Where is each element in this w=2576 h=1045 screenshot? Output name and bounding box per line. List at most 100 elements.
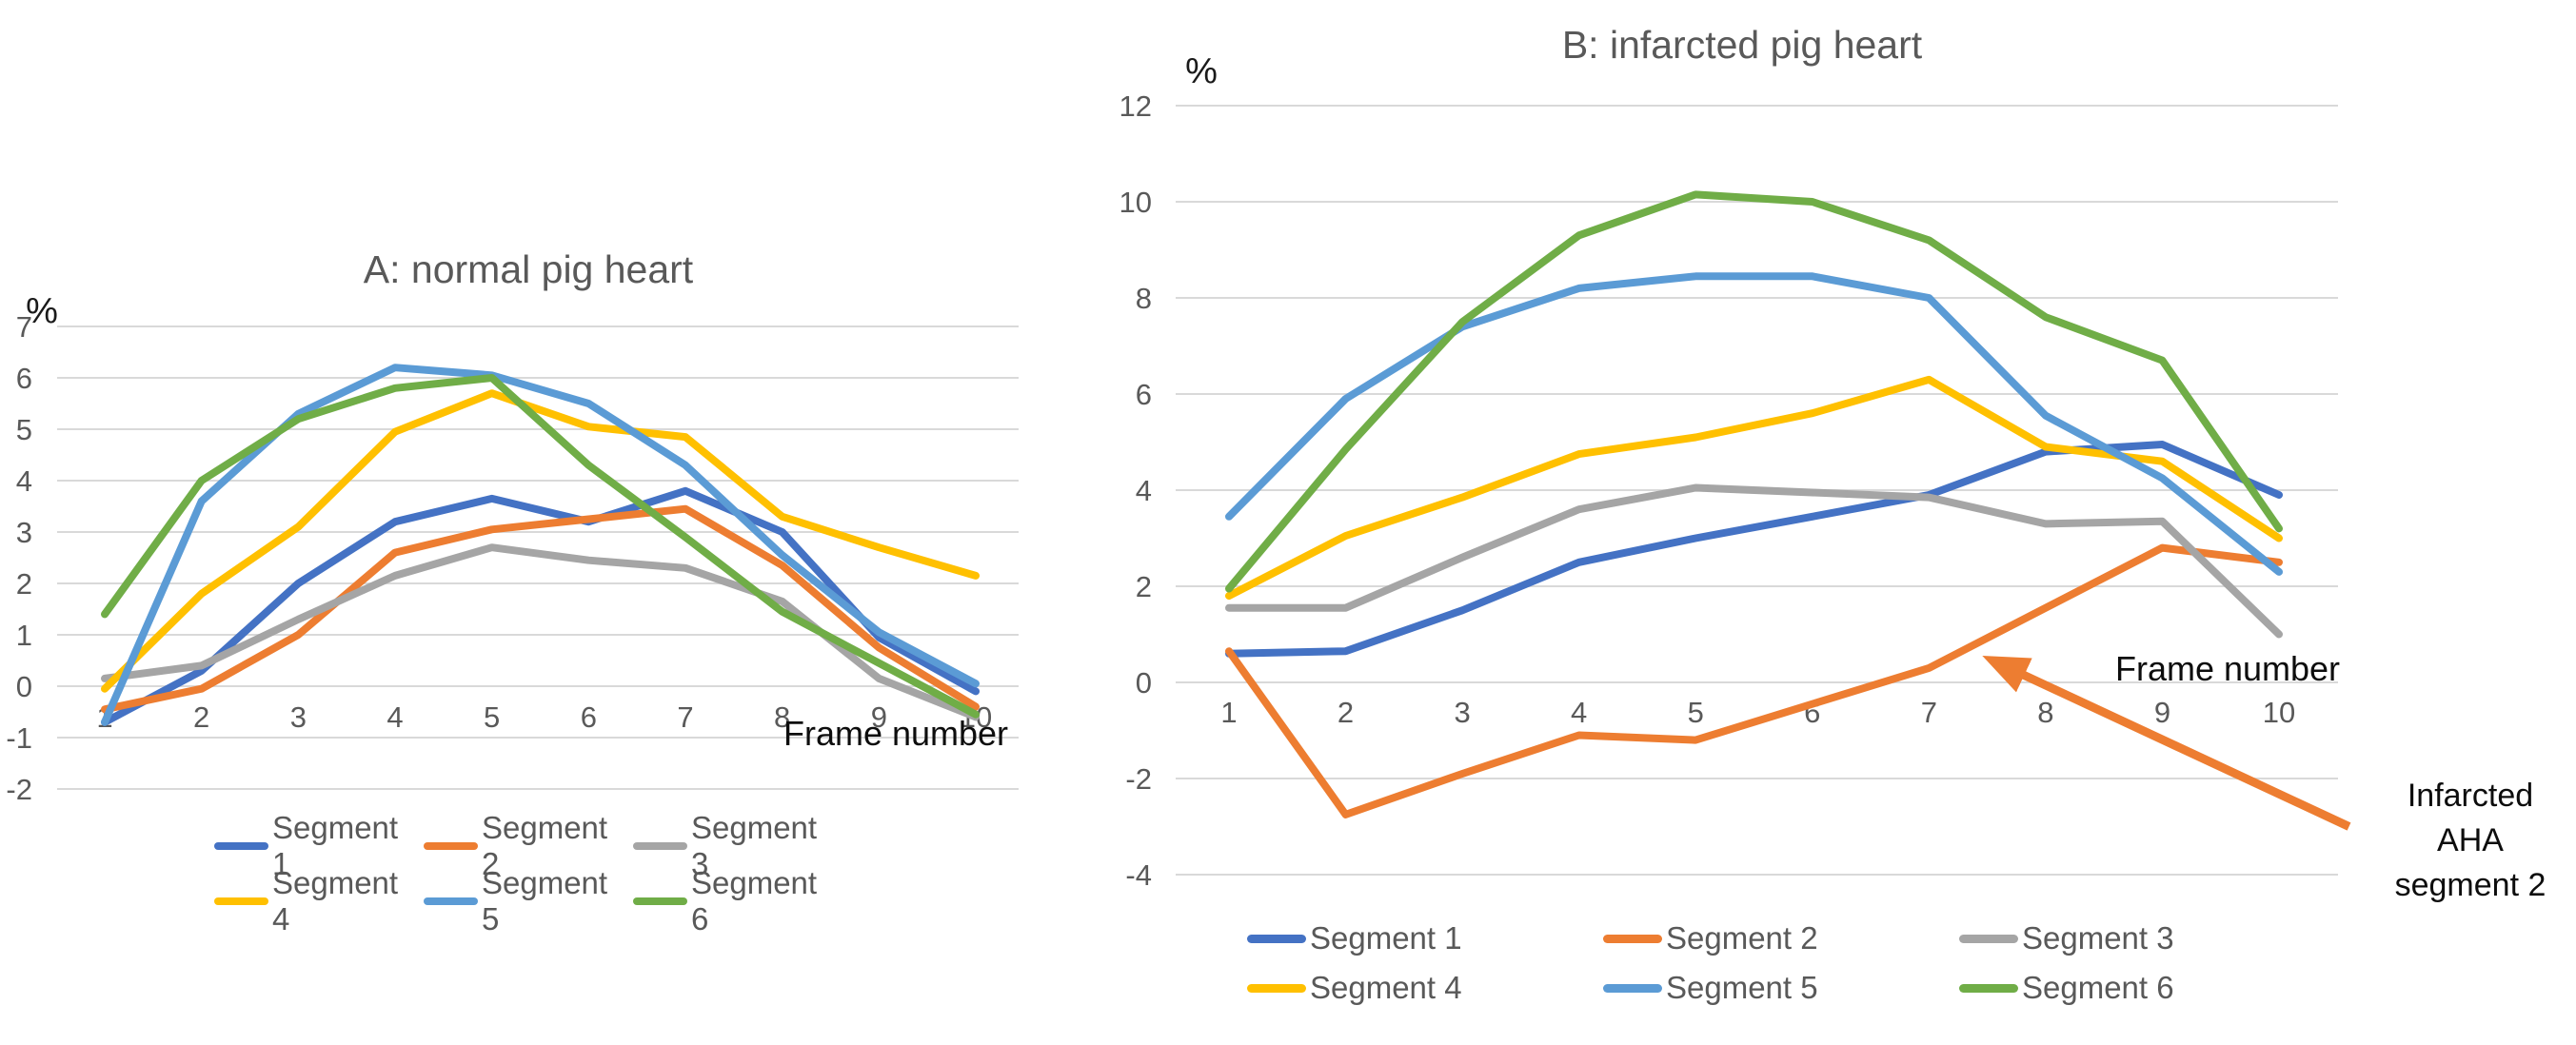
chart-b-series-segment-5 (1225, 272, 2283, 576)
chart-a-x-tick-3: 3 (290, 700, 307, 734)
chart-b-legend: Segment 1 Segment 2 Segment 3 Segment 4 Segm… (1247, 914, 2315, 1013)
legend-label: Segment 2 (1666, 920, 1818, 956)
chart-a-y-axis-unit-label: % (26, 291, 58, 331)
legend-label: Segment 2 (482, 810, 608, 881)
chart-b-x-tick-8: 8 (2037, 696, 2053, 729)
legend-label: Segment 3 (2022, 920, 2174, 956)
legend-line-swatch (424, 842, 478, 850)
legend-label: Segment 1 (272, 810, 399, 881)
chart-a-series-segment-6 (101, 374, 980, 719)
chart-a-legend-row-1: Segment 1 Segment 2 Segment 3 (214, 810, 842, 881)
chart-b-x-tick-1: 1 (1220, 696, 1237, 729)
chart-a-x-tick-6: 6 (581, 700, 597, 734)
chart-a-title: A: normal pig heart (363, 247, 694, 291)
chart-a-y-tick-4: 4 (16, 464, 32, 498)
legend-line-swatch (1959, 934, 2018, 943)
chart-b-annotation-arrow (1982, 655, 2351, 831)
chart-b-series-segment-6 (1225, 190, 2283, 593)
legend-line-swatch (1603, 934, 1662, 943)
chart-a-x-tick-8: 8 (774, 700, 790, 734)
chart-b-x-tick-9: 9 (2154, 696, 2170, 729)
legend-label: Segment 5 (1666, 970, 1818, 1005)
chart-a-x-tick-2: 2 (193, 700, 209, 734)
annotation-line-2: AHA (2437, 822, 2504, 858)
infarcted-segment-annotation: Infarcted AHA segment 2 (2395, 774, 2546, 908)
chart-b-legend-item-segment-3: Segment 3 (1959, 920, 2315, 956)
legend-label: Segment 4 (1310, 970, 1462, 1005)
legend-line-swatch (424, 897, 478, 905)
chart-a-x-tick-5: 5 (484, 700, 500, 734)
annotation-line-3: segment 2 (2394, 867, 2546, 903)
chart-b-y-tick-10: 10 (1120, 186, 1152, 219)
legend-label: Segment 1 (1310, 920, 1462, 956)
chart-b-x-tick-7: 7 (1921, 696, 1937, 729)
chart-b-y-tick-6: 6 (1136, 378, 1152, 411)
chart-b-x-tick-5: 5 (1688, 696, 1704, 729)
chart-a-y-tick-7: 7 (16, 310, 32, 344)
legend-line-swatch (633, 897, 687, 905)
chart-a-series-segment-4 (101, 389, 980, 693)
annotation-line-1: Infarcted (2407, 778, 2534, 814)
chart-a-legend: Segment 1 Segment 2 Segment 3 Segment 4 Segm… (214, 810, 842, 937)
chart-b-legend-item-segment-2: Segment 2 (1603, 920, 1959, 956)
chart-a-legend-row-2: Segment 4 Segment 5 Segment 6 (214, 865, 842, 937)
chart-b-x-tick-4: 4 (1571, 696, 1587, 729)
legend-label: Segment 3 (691, 810, 818, 881)
chart-a-legend-item-segment-4: Segment 4 (214, 865, 424, 937)
legend-line-swatch (633, 842, 687, 850)
chart-b-series-segment-4 (1225, 375, 2283, 601)
chart-a-y-tick--1: -1 (6, 721, 32, 755)
chart-b-x-tick-10: 10 (2263, 696, 2295, 729)
chart-a-y-tick-3: 3 (16, 516, 32, 549)
legend-line-swatch (1247, 983, 1306, 993)
chart-a-legend-item-segment-6: Segment 6 (633, 865, 842, 937)
chart-b-x-tick-2: 2 (1338, 696, 1354, 729)
legend-label: Segment 6 (2022, 970, 2174, 1005)
chart-a-y-tick-2: 2 (16, 567, 32, 601)
chart-b-series-segment-3 (1225, 483, 2283, 639)
chart-a-series-segment-5 (101, 364, 980, 726)
legend-label: Segment 4 (272, 865, 399, 937)
chart-b-y-tick--2: -2 (1125, 762, 1152, 796)
chart-b-x-axis-title: Frame number (2114, 649, 2341, 688)
chart-b-y-tick-4: 4 (1136, 474, 1152, 507)
chart-b-y-tick-0: 0 (1136, 666, 1152, 700)
chart-a-legend-item-segment-2: Segment 2 (424, 810, 633, 882)
chart-a-legend-item-segment-3: Segment 3 (633, 810, 842, 882)
chart-b-y-tick-2: 2 (1136, 570, 1152, 603)
chart-b-y-tick-12: 12 (1120, 89, 1152, 123)
chart-a-y-tick-1: 1 (16, 619, 32, 652)
chart-b-legend-item-segment-6: Segment 6 (1959, 970, 2315, 1006)
legend-line-swatch (1603, 983, 1662, 993)
chart-a-legend-item-segment-1: Segment 1 (214, 810, 424, 882)
chart-b-series-segment-1 (1225, 441, 2283, 658)
legend-line-swatch (1247, 934, 1306, 943)
chart-a-y-tick-0: 0 (16, 670, 32, 703)
chart-a-y-tick-6: 6 (16, 362, 32, 395)
chart-a-series-segment-2 (101, 504, 980, 714)
chart-b-y-tick--4: -4 (1125, 858, 1152, 892)
chart-a-x-tick-4: 4 (386, 700, 403, 734)
chart-b-y-axis-unit-label: % (1185, 51, 1218, 91)
chart-b-y-tick-8: 8 (1136, 282, 1152, 315)
chart-b-legend-item-segment-5: Segment 5 (1603, 970, 1959, 1006)
chart-a-y-tick--2: -2 (6, 773, 32, 806)
chart-a-y-tick-5: 5 (16, 413, 32, 446)
chart-b-x-tick-3: 3 (1454, 696, 1470, 729)
legend-line-swatch (1959, 983, 2018, 993)
chart-a-x-axis-title: Frame number (783, 714, 1009, 753)
legend-line-swatch (214, 842, 268, 850)
chart-b-title: B: infarcted pig heart (1561, 23, 1923, 67)
legend-line-swatch (214, 897, 268, 905)
chart-a-series-segment-1 (101, 486, 980, 726)
chart-b-legend-row-2: Segment 4 Segment 5 Segment 6 (1247, 963, 2315, 1013)
legend-label: Segment 5 (482, 865, 608, 937)
chart-b-legend-row-1: Segment 1 Segment 2 Segment 3 (1247, 914, 2315, 963)
chart-b-series-segment-2 (1225, 543, 2283, 818)
chart-b-legend-item-segment-4: Segment 4 (1247, 970, 1603, 1006)
chart-b-legend-item-segment-1: Segment 1 (1247, 920, 1603, 956)
chart-a-legend-item-segment-5: Segment 5 (424, 865, 633, 937)
legend-label: Segment 6 (691, 865, 818, 937)
